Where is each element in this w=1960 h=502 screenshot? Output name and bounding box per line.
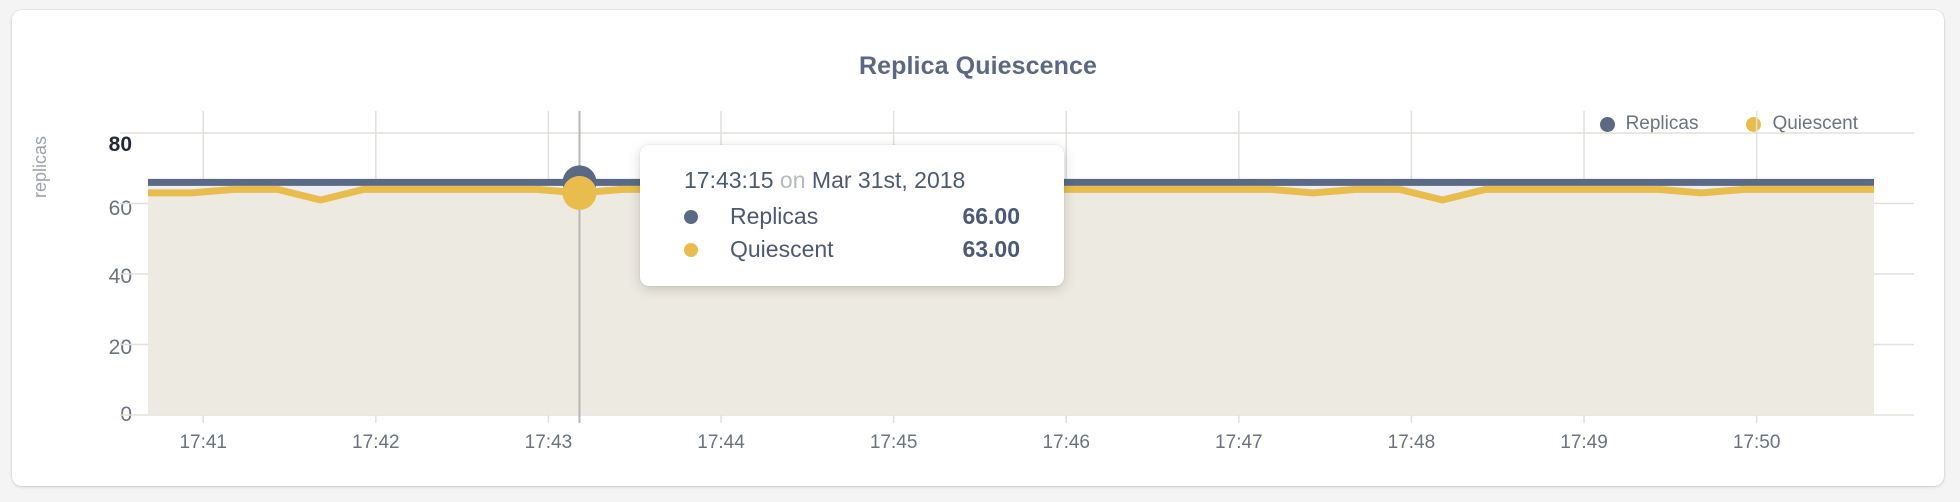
tooltip-row: Quiescent 63.00 <box>640 233 1064 266</box>
legend-dot-icon <box>1746 116 1762 132</box>
tooltip-series-value: 63.00 <box>962 236 1020 262</box>
tooltip-header: 17:43:15 on Mar 31st, 2018 <box>640 167 1064 200</box>
x-tick-label: 17:50 <box>1732 432 1781 453</box>
y-tick-label: 20 <box>108 336 132 359</box>
legend-dot-icon <box>1599 116 1615 132</box>
legend-item-quiescent[interactable]: Quiescent <box>1746 113 1858 135</box>
x-tick-label: 17:47 <box>1215 432 1263 453</box>
tooltip-series-name: Quiescent <box>730 236 834 262</box>
tooltip-series-name: Replicas <box>730 203 819 229</box>
x-tick-label: 17:41 <box>179 432 227 453</box>
legend-item-replicas[interactable]: Replicas <box>1599 113 1699 135</box>
tooltip-time: 17:43:15 <box>684 167 774 193</box>
tooltip-dot-icon <box>684 209 698 224</box>
x-tick-label: 17:42 <box>352 432 400 453</box>
x-tick-label: 17:44 <box>697 432 745 453</box>
x-tick-label: 17:48 <box>1387 432 1436 453</box>
x-tick-label: 17:46 <box>1042 432 1090 453</box>
chart-legend: Replicas Quiescent <box>1599 113 1858 135</box>
chart-tooltip: 17:43:15 on Mar 31st, 2018 Replicas 66.0… <box>640 145 1064 286</box>
legend-label: Replicas <box>1625 113 1699 134</box>
tooltip-row: Replicas 66.00 <box>640 200 1064 233</box>
y-tick-label: 40 <box>108 265 132 288</box>
page-title: Replica Quiescence <box>858 52 1098 80</box>
x-tick-label: 17:45 <box>869 432 918 453</box>
x-tick-label: 17:43 <box>524 432 573 453</box>
hover-marker-layer <box>562 111 597 423</box>
legend-label: Quiescent <box>1772 113 1858 134</box>
x-tick-label: 17:49 <box>1560 432 1608 453</box>
tooltip-on-word: on <box>779 167 806 193</box>
tooltip-date: Mar 31st, 2018 <box>811 167 966 193</box>
y-tick-label: 80 <box>108 133 132 156</box>
tooltip-series-value: 66.00 <box>962 203 1020 229</box>
tooltip-dot-icon <box>684 242 698 257</box>
